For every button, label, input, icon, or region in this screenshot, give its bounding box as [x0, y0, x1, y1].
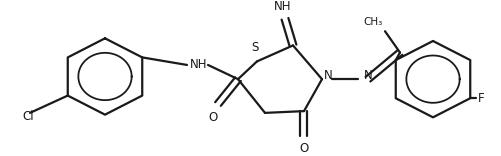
- Text: O: O: [300, 142, 309, 155]
- Text: NH: NH: [274, 0, 292, 13]
- Text: F: F: [478, 92, 485, 105]
- Text: Cl: Cl: [22, 110, 34, 123]
- Text: O: O: [208, 111, 217, 124]
- Text: N: N: [324, 69, 333, 82]
- Text: N: N: [364, 69, 372, 82]
- Text: NH: NH: [190, 58, 207, 71]
- Text: S: S: [252, 41, 259, 54]
- Text: CH₃: CH₃: [364, 17, 383, 27]
